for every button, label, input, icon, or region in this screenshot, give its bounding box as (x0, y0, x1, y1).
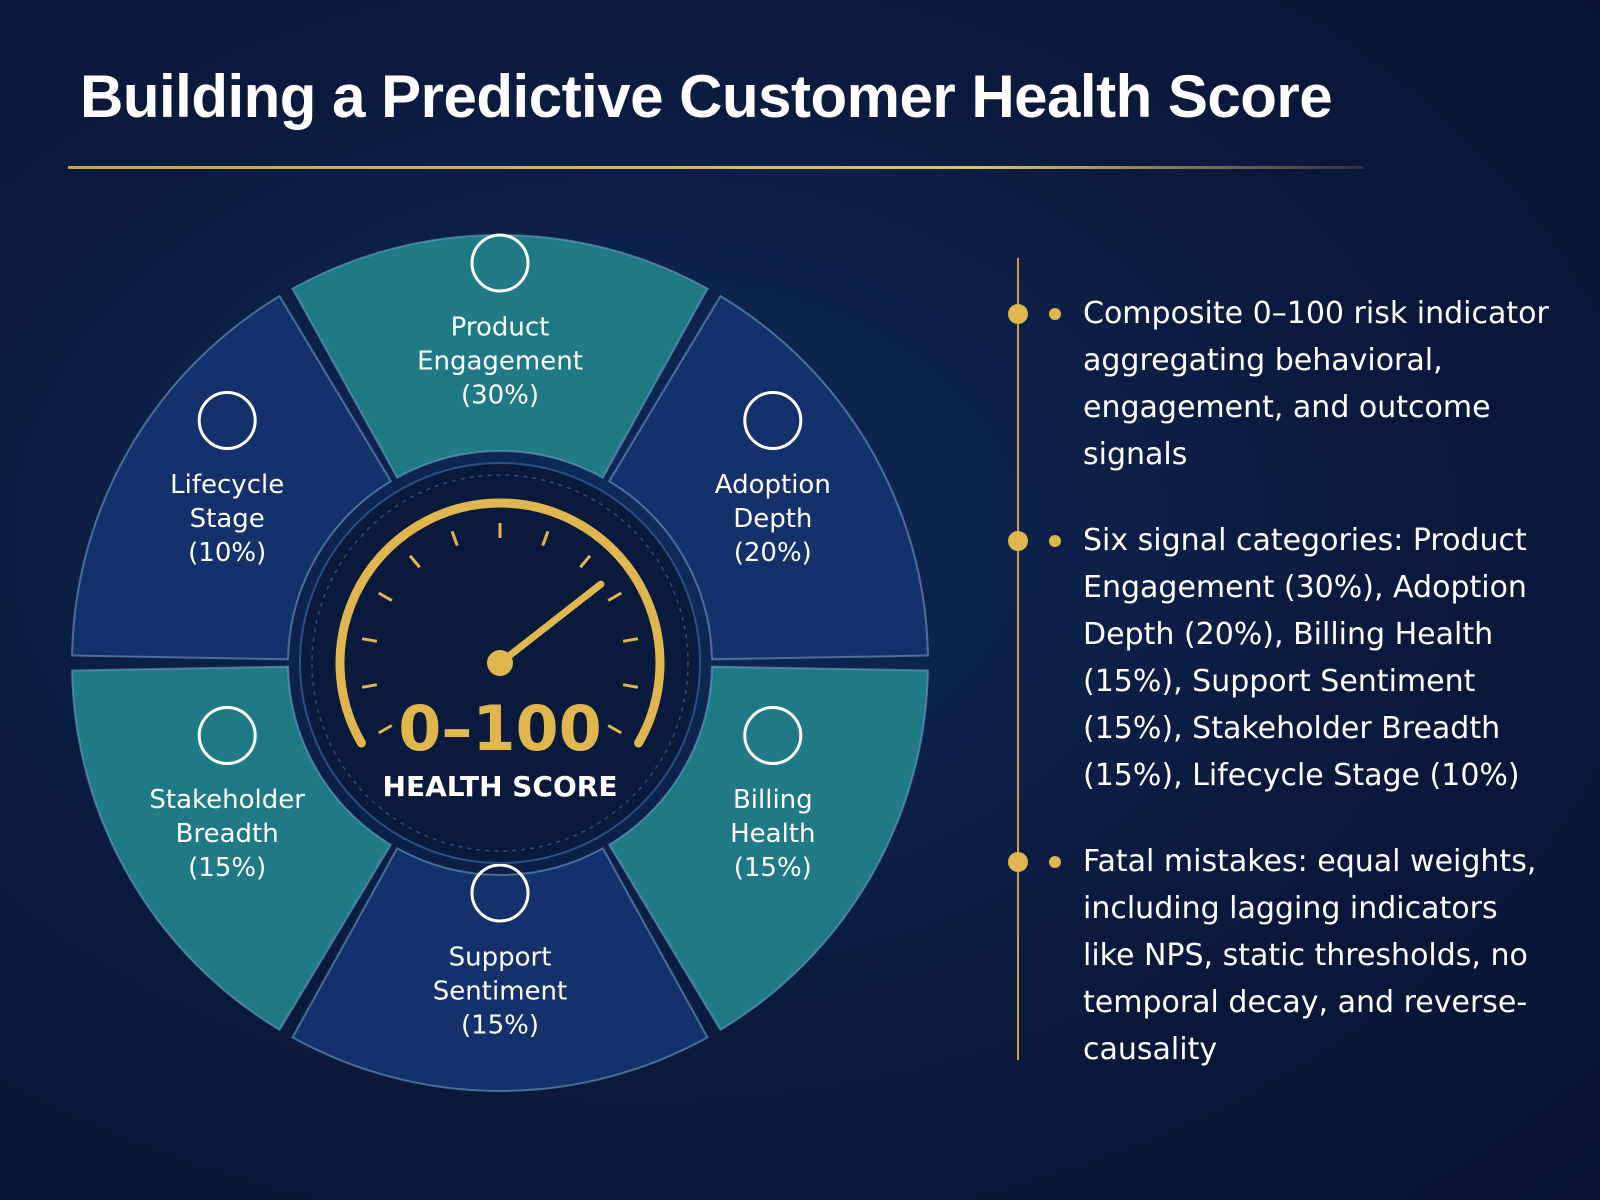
segment-label: Stakeholder (149, 785, 305, 815)
gauge-tick (607, 591, 622, 602)
segment-weight: (15%) (188, 853, 266, 883)
segment-weight: (10%) (188, 538, 266, 568)
bullet-text: Composite 0–100 risk indicator aggregati… (1083, 296, 1549, 472)
timeline (1017, 258, 1019, 1060)
center-caption: HEALTH SCORE (383, 770, 618, 803)
gauge-arc (335, 498, 665, 748)
segment-label: Support (449, 943, 552, 973)
segment-weight: (15%) (734, 853, 812, 883)
bullet-dot (1049, 856, 1061, 868)
gauge-tick (622, 683, 639, 689)
segment-weight: (20%) (734, 538, 812, 568)
segment-icon (197, 706, 257, 765)
segment-label: Adoption (715, 470, 831, 500)
segment-label: Lifecycle (170, 470, 284, 500)
title-rule (68, 166, 1363, 169)
center-ring (311, 474, 689, 852)
timeline-dot (1008, 304, 1028, 324)
segment-label: Breadth (176, 819, 279, 849)
gauge-tick (361, 683, 378, 689)
bullet-dot (1049, 535, 1061, 547)
gauge-needle (496, 580, 605, 667)
segment-icon (470, 863, 530, 923)
segment-label: Sentiment (433, 977, 567, 1007)
segment-icon (743, 706, 803, 765)
segment (607, 294, 929, 661)
center-score: 0–100 (398, 692, 602, 765)
segment-label: Depth (733, 504, 812, 534)
segment (607, 665, 929, 1032)
timeline-dot (1008, 852, 1028, 872)
segment-label: Billing (733, 785, 813, 815)
segment-weight: (30%) (461, 381, 539, 411)
gauge-tick (541, 530, 550, 547)
segment-icon (197, 391, 257, 450)
gauge-tick (450, 530, 459, 547)
segment-icon (743, 391, 803, 450)
segment (71, 665, 393, 1032)
gauge-tick (361, 637, 378, 643)
segment-icon (470, 233, 530, 293)
segment-label: Engagement (417, 347, 583, 377)
wheel: Product Engagement (30%) Adoption Depth (20%)… (71, 233, 929, 1093)
gauge-tick (378, 724, 393, 735)
gauge-tick (579, 554, 592, 569)
segment-label: Health (730, 819, 815, 849)
title: Building a Predictive Customer Health Sc… (80, 63, 1333, 130)
bullet-text: Six signal categories: Product Engagemen… (1083, 523, 1527, 793)
gauge-tick (607, 724, 622, 735)
bullet-dot (1049, 308, 1061, 320)
segment-label: Stage (190, 504, 265, 534)
timeline-dot (1008, 531, 1028, 551)
segment (291, 234, 709, 479)
gauge-hub (487, 650, 513, 676)
bullet-text: Fatal mistakes: equal weights, including… (1083, 844, 1537, 1067)
segment (71, 294, 393, 661)
segment-weight: (15%) (461, 1011, 539, 1041)
gauge-tick (378, 591, 393, 602)
segment (291, 847, 709, 1093)
gauge-tick (622, 637, 639, 643)
gauge-tick (408, 554, 421, 569)
segment-label: Product (451, 313, 550, 343)
